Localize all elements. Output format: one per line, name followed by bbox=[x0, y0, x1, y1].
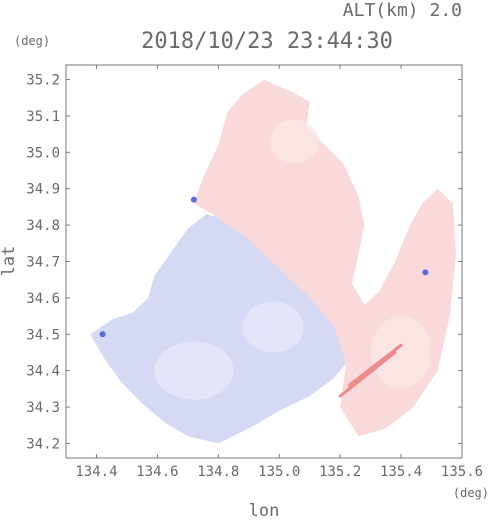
y-tick-label: 34.5 bbox=[26, 327, 60, 343]
y-tick-label: 34.4 bbox=[26, 364, 60, 380]
y-tick-label: 35.2 bbox=[26, 73, 60, 89]
y-tick-label: 35.1 bbox=[26, 109, 60, 125]
y-tick-label: 34.2 bbox=[26, 436, 60, 452]
velocity-shade-positive bbox=[270, 119, 319, 164]
velocity-shade-positive bbox=[370, 316, 432, 389]
strong-negative-cell bbox=[422, 269, 429, 276]
y-axis-unit: (deg) bbox=[14, 34, 50, 48]
velocity-shade-negative bbox=[242, 301, 304, 353]
y-tick-label: 34.6 bbox=[26, 291, 60, 307]
x-tick-label: 135.6 bbox=[441, 464, 483, 480]
y-tick-label: 34.7 bbox=[26, 255, 60, 271]
x-tick-label: 134.6 bbox=[136, 464, 178, 480]
y-tick-label: 35.0 bbox=[26, 145, 60, 161]
strong-positive-streak bbox=[338, 351, 397, 398]
x-axis-ticks: 134.4 134.6 134.8 135.0 135.2 135.4 135.6 bbox=[75, 65, 483, 480]
y-tick-label: 34.3 bbox=[26, 400, 60, 416]
velocity-field bbox=[90, 79, 456, 444]
strong-positive-streak bbox=[347, 343, 403, 387]
chart-timestamp: 2018/10/23 23:44:30 bbox=[141, 29, 393, 54]
strong-negative-cell bbox=[190, 196, 197, 203]
velocity-shade-negative bbox=[154, 341, 234, 400]
x-tick-label: 135.0 bbox=[258, 464, 300, 480]
y-tick-label: 34.8 bbox=[26, 218, 60, 234]
altitude-label: ALT(km) 2.0 bbox=[343, 0, 462, 21]
x-tick-label: 134.8 bbox=[197, 464, 239, 480]
x-axis-unit: (deg) bbox=[453, 486, 489, 500]
x-axis-label: lon bbox=[249, 501, 280, 521]
strong-negative-cell bbox=[99, 331, 106, 338]
x-tick-label: 135.2 bbox=[319, 464, 361, 480]
x-tick-label: 134.4 bbox=[75, 464, 117, 480]
x-tick-label: 135.4 bbox=[380, 464, 422, 480]
y-axis-label: lat bbox=[0, 246, 19, 277]
y-tick-label: 34.9 bbox=[26, 182, 60, 198]
y-axis-ticks: 34.2 34.3 34.4 34.5 34.6 34.7 34.8 34.9 35.0 35.1… bbox=[26, 73, 462, 452]
